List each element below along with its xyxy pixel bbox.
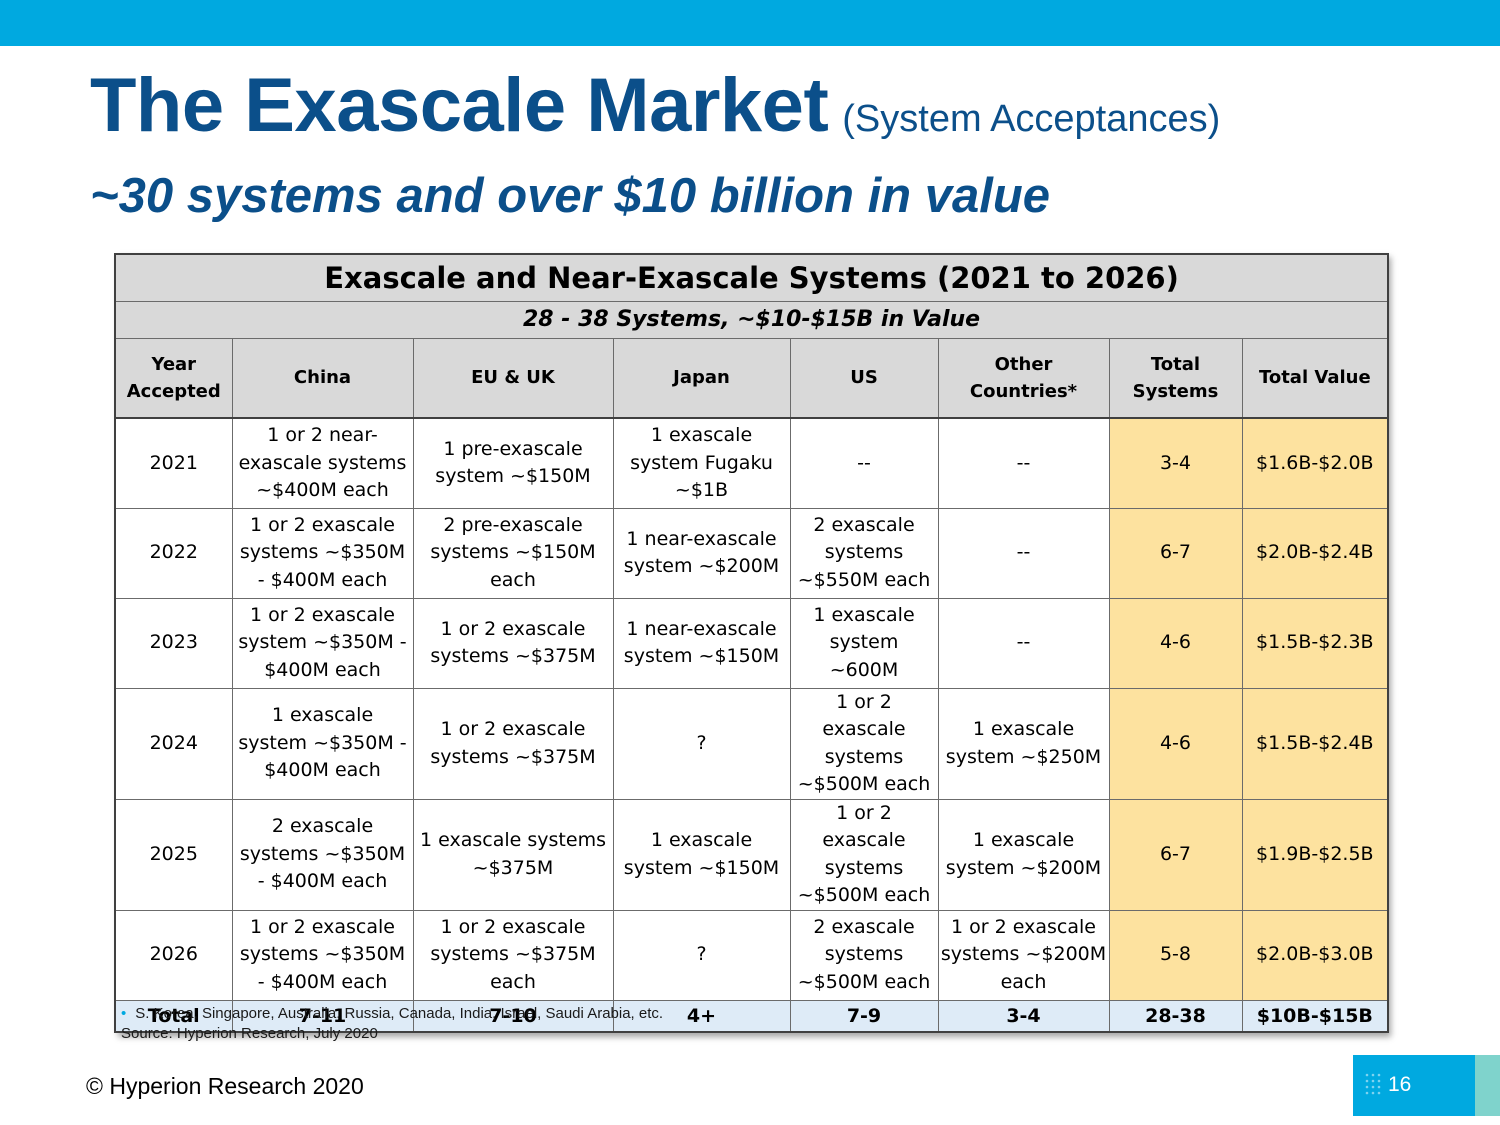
dot-grid-icon (1365, 1073, 1381, 1095)
cell-japan: 1 exascale system Fugaku ~$1B (612, 417, 791, 509)
footnote-countries: S. Korea, Singapore, Australia, Russia, … (135, 1005, 664, 1022)
total-us: 7-9 (789, 999, 939, 1033)
table-subcaption: 28 - 38 Systems, ~$10-$15B in Value (114, 300, 1389, 339)
header-year: Year Accepted (114, 337, 233, 419)
cell-japan: ? (612, 909, 791, 1001)
cell-other-countries: 1 exascale system ~$250M (937, 687, 1110, 800)
slide-subtitle: ~30 systems and over $10 billion in valu… (90, 169, 1051, 223)
cell-eu-uk: 1 or 2 exascale systems ~$375M (412, 687, 614, 800)
total-eu-uk: 7-10 (412, 999, 614, 1033)
table-subcaption-row: 28 - 38 Systems, ~$10-$15B in Value (114, 300, 1389, 339)
cell-year: 2021 (114, 417, 233, 509)
total-year: Total (114, 999, 233, 1033)
copyright-text: © Hyperion Research 2020 (86, 1073, 364, 1099)
table-row: 2024 1 exascale system ~$350M - $400M eac… (114, 687, 1389, 800)
title-main: The Exascale Market (90, 63, 829, 148)
cell-other-countries: -- (937, 417, 1110, 509)
cell-japan: 1 near-exascale system ~$150M (612, 597, 791, 689)
cell-eu-uk: 1 or 2 exascale systems ~$375M each (412, 909, 614, 1001)
table-row: 2022 1 or 2 exascale systems ~$350M - $40… (114, 507, 1389, 599)
cell-us: 1 or 2 exascale systems ~$500M each (789, 687, 939, 800)
cell-total-value: $1.5B-$2.4B (1241, 687, 1389, 800)
header-total-systems: Total Systems (1108, 337, 1243, 419)
title-parenthetical: (System Acceptances) (842, 98, 1221, 140)
total-total-value: $10B-$15B (1241, 999, 1389, 1033)
cell-total-systems: 4-6 (1108, 687, 1243, 800)
cell-other-countries: 1 or 2 exascale systems ~$200M each (937, 909, 1110, 1001)
cell-japan: ? (612, 687, 791, 800)
footnote-bullet: • (121, 1005, 127, 1022)
column-header-row: Year Accepted China EU & UK Japan US Oth… (114, 337, 1389, 419)
table-caption: Exascale and Near-Exascale Systems (2021… (114, 253, 1389, 302)
cell-us: 1 or 2 exascale systems ~$500M each (789, 798, 939, 911)
cell-total-systems: 6-7 (1108, 507, 1243, 599)
page-number-box (1353, 1055, 1475, 1116)
cell-total-value: $2.0B-$3.0B (1241, 909, 1389, 1001)
exascale-table-container: Exascale and Near-Exascale Systems (2021… (114, 253, 1390, 1033)
cell-year: 2022 (114, 507, 233, 599)
cell-year: 2024 (114, 687, 233, 800)
cell-total-value: $1.5B-$2.3B (1241, 597, 1389, 689)
cell-year: 2025 (114, 798, 233, 911)
cell-us: -- (789, 417, 939, 509)
cell-total-systems: 6-7 (1108, 798, 1243, 911)
cell-year: 2023 (114, 597, 233, 689)
table-row: 2023 1 or 2 exascale system ~$350M - $400… (114, 597, 1389, 689)
cell-china: 1 or 2 exascale system ~$350M - $400M ea… (231, 597, 414, 689)
total-other-countries: 3-4 (937, 999, 1110, 1033)
table-caption-row: Exascale and Near-Exascale Systems (2021… (114, 253, 1389, 302)
cell-eu-uk: 1 exascale systems ~$375M (412, 798, 614, 911)
cell-total-systems: 4-6 (1108, 597, 1243, 689)
cell-total-value: $1.6B-$2.0B (1241, 417, 1389, 509)
cell-china: 1 exascale system ~$350M - $400M each (231, 687, 414, 800)
cell-china: 1 or 2 near-exascale systems ~$400M each (231, 417, 414, 509)
cell-eu-uk: 2 pre-exascale systems ~$150M each (412, 507, 614, 599)
header-eu-uk: EU & UK (412, 337, 614, 419)
page-number: 16 (1388, 1073, 1412, 1096)
cell-other-countries: -- (937, 597, 1110, 689)
cell-us: 2 exascale systems ~$550M each (789, 507, 939, 599)
header-us: US (789, 337, 939, 419)
cell-eu-uk: 1 or 2 exascale systems ~$375M (412, 597, 614, 689)
page-number-accent-strip (1475, 1055, 1500, 1116)
table-row: 2026 1 or 2 exascale systems ~$350M - $40… (114, 909, 1389, 1001)
cell-total-systems: 5-8 (1108, 909, 1243, 1001)
top-accent-bar (0, 0, 1500, 46)
cell-china: 1 or 2 exascale systems ~$350M - $400M e… (231, 909, 414, 1001)
cell-year: 2026 (114, 909, 233, 1001)
cell-japan: 1 exascale system ~$150M (612, 798, 791, 911)
footnote: • S. Korea, Singapore, Australia, Russia,… (121, 1004, 663, 1044)
header-china: China (231, 337, 414, 419)
header-total-value: Total Value (1241, 337, 1389, 419)
cell-japan: 1 near-exascale system ~$200M (612, 507, 791, 599)
header-other-countries: Other Countries* (937, 337, 1110, 419)
footnote-source: Source: Hyperion Research, July 2020 (121, 1025, 378, 1042)
total-total-systems: 28-38 (1108, 999, 1243, 1033)
cell-total-value: $2.0B-$2.4B (1241, 507, 1389, 599)
cell-china: 2 exascale systems ~$350M - $400M each (231, 798, 414, 911)
cell-us: 1 exascale system ~600M (789, 597, 939, 689)
slide-title: The Exascale Market (System Acceptances) (90, 62, 1220, 149)
cell-us: 2 exascale systems ~$500M each (789, 909, 939, 1001)
cell-total-systems: 3-4 (1108, 417, 1243, 509)
cell-eu-uk: 1 pre-exascale system ~$150M (412, 417, 614, 509)
table-row: 2025 2 exascale systems ~$350M - $400M ea… (114, 798, 1389, 911)
cell-other-countries: 1 exascale system ~$200M (937, 798, 1110, 911)
total-japan: 4+ (612, 999, 791, 1033)
exascale-systems-table: Exascale and Near-Exascale Systems (2021… (114, 253, 1390, 1033)
cell-total-value: $1.9B-$2.5B (1241, 798, 1389, 911)
header-japan: Japan (612, 337, 791, 419)
total-row: Total 7-11 7-10 4+ 7-9 3-4 28-38 $10B-$15B (114, 999, 1389, 1033)
cell-other-countries: -- (937, 507, 1110, 599)
cell-china: 1 or 2 exascale systems ~$350M - $400M e… (231, 507, 414, 599)
table-row: 2021 1 or 2 near-exascale systems ~$400M … (114, 417, 1389, 509)
